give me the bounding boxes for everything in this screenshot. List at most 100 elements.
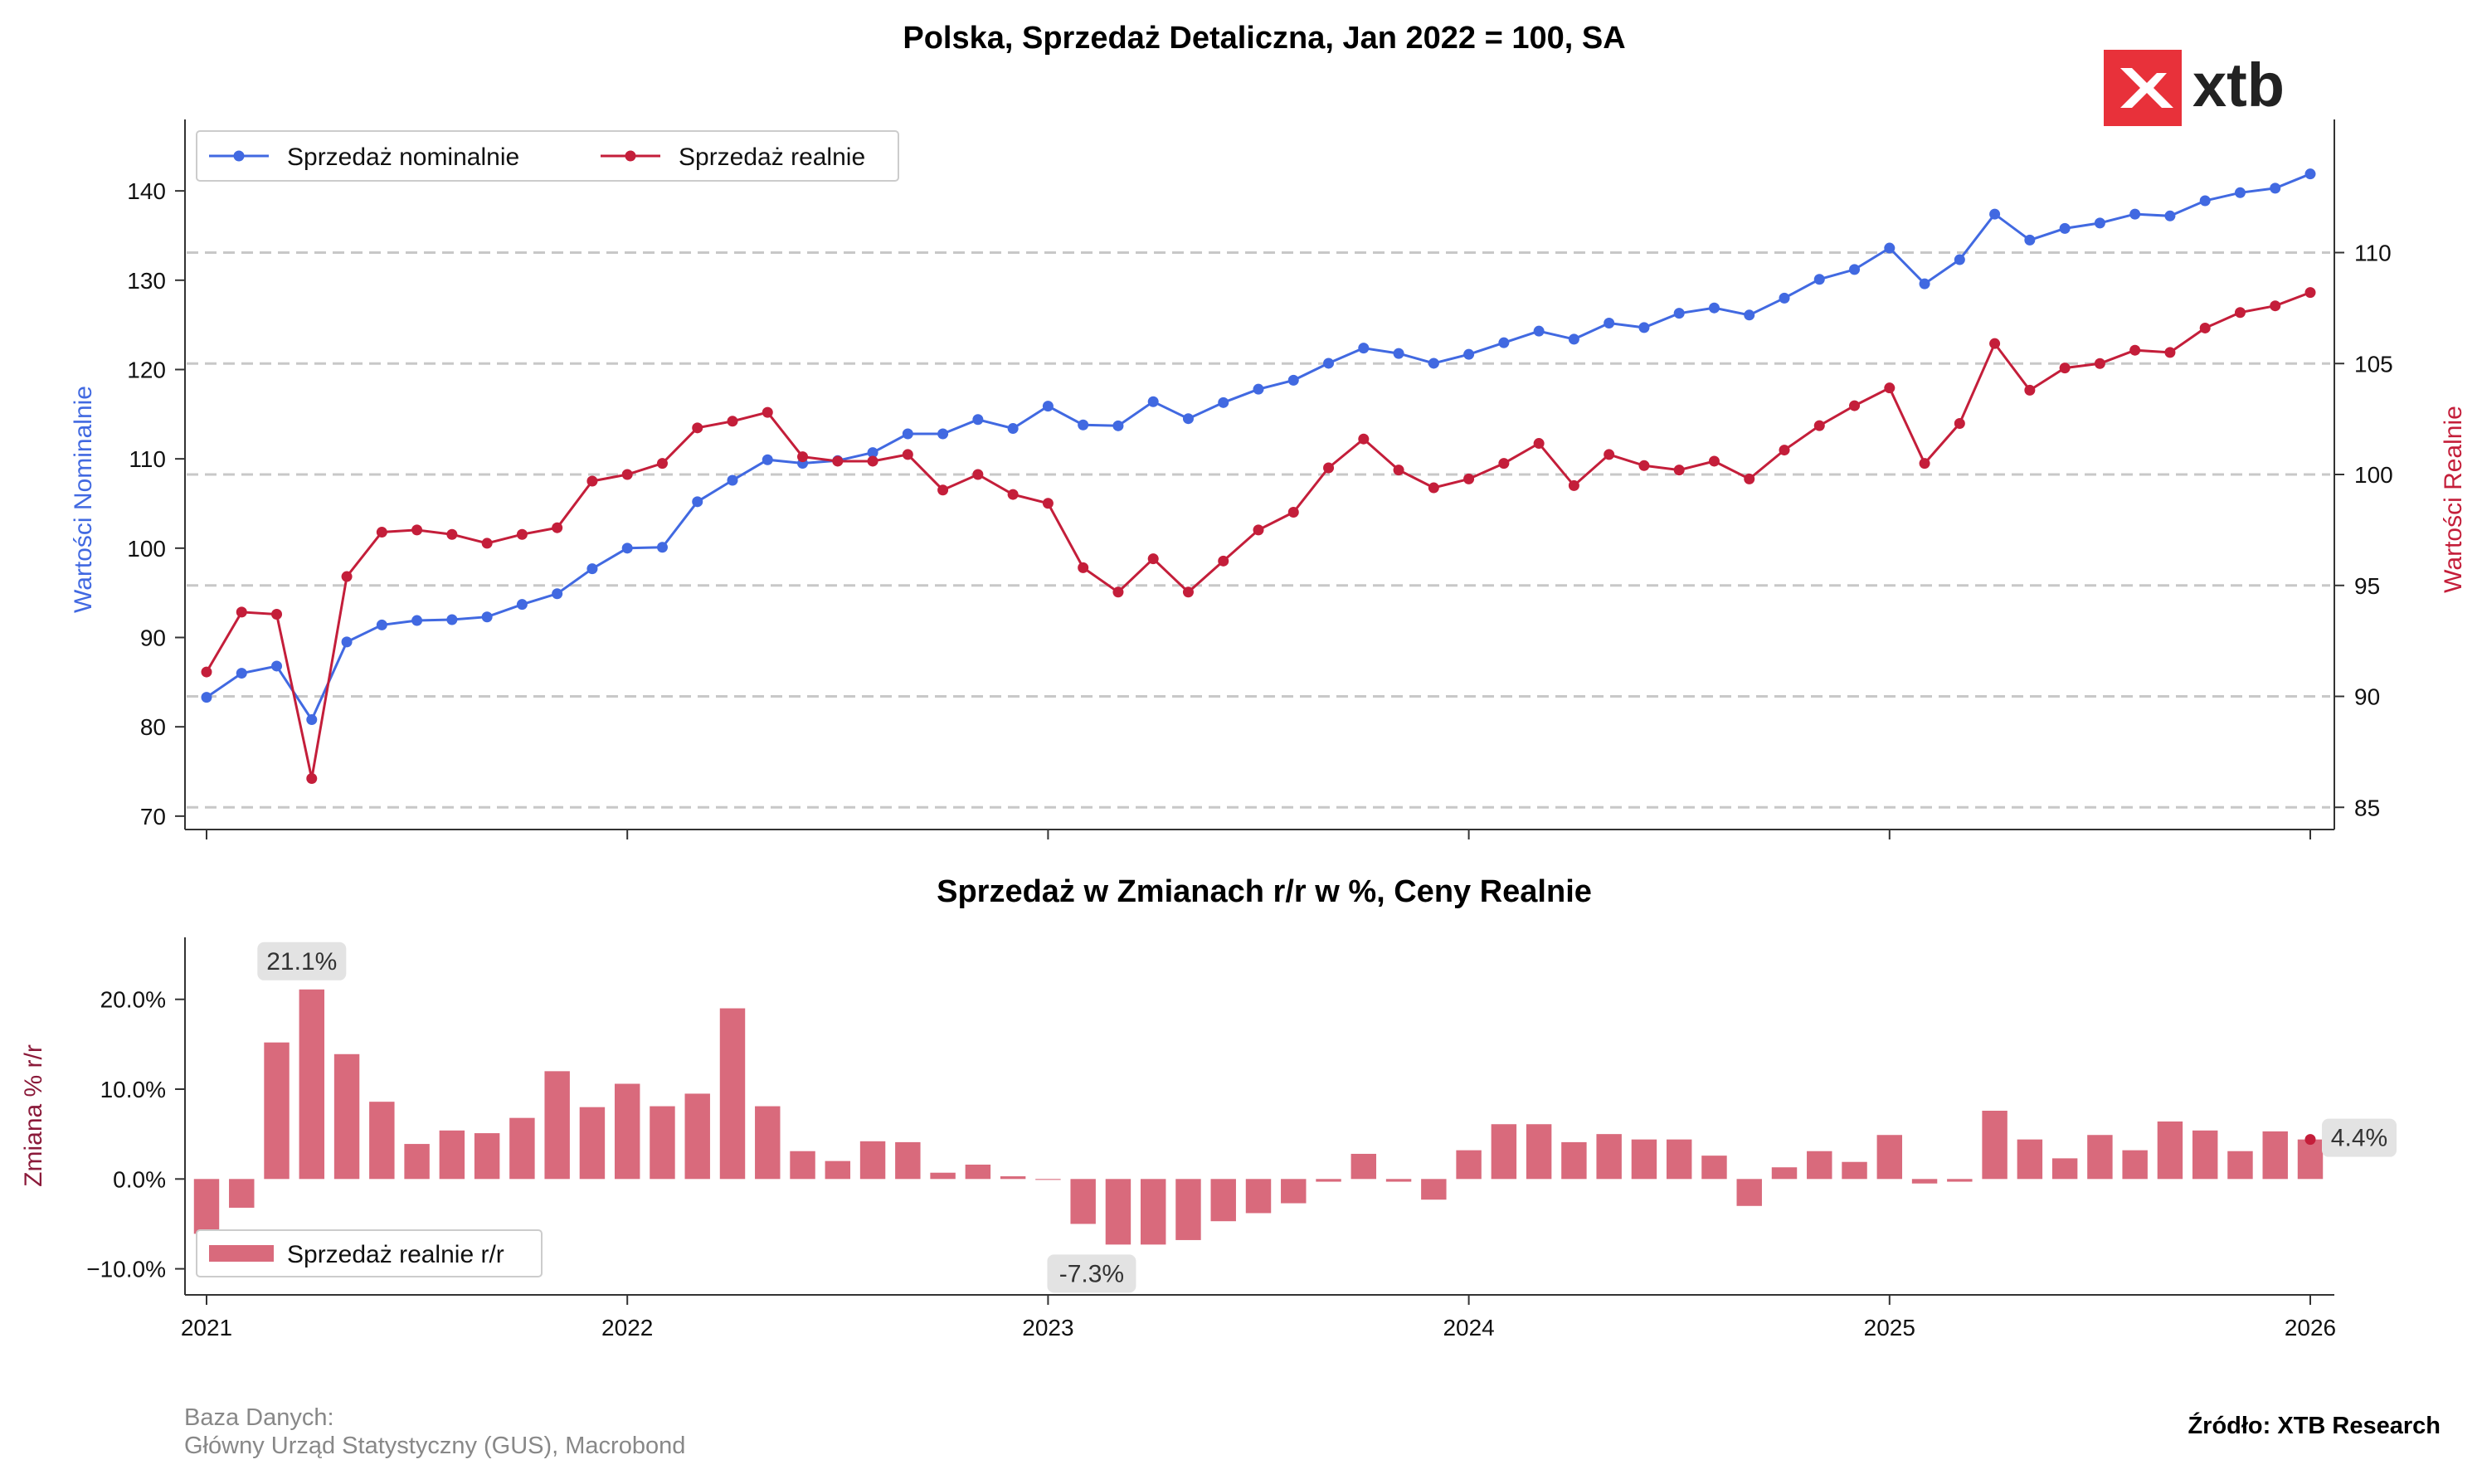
top-chart-gridlines (187, 251, 2330, 809)
nominal-point (1078, 419, 1089, 431)
nominal-point (1638, 322, 1650, 333)
real-point (656, 458, 668, 470)
nominal-point (446, 614, 458, 625)
real-point (1989, 338, 2001, 349)
nominal-point (2024, 234, 2036, 246)
real-point (1568, 479, 1579, 491)
nominal-series-line (206, 173, 2311, 723)
real-point (937, 484, 949, 496)
real-point (1323, 462, 1335, 474)
bar (650, 1106, 675, 1180)
bar-chart-title: Sprzedaż w Zmianach r/r w %, Ceny Realni… (937, 874, 1592, 909)
bar-chart-axes: −10.0% 0.0% 10.0% 20.0% 2021 2022 2023 2024 2025… (86, 937, 2336, 1340)
main-chart-title: Polska, Sprzedaż Detaliczna, Jan 2022 = … (903, 21, 1625, 56)
legend-real-label: Sprzedaż realnie (679, 144, 865, 171)
bar-chart-annotations: 21.1% -7.3% 4.4% (257, 941, 2397, 1293)
real-point (1533, 438, 1545, 450)
bar (825, 1160, 851, 1180)
nominal-point (1673, 308, 1685, 319)
left-y-tick-label: 140 (127, 178, 166, 204)
max-value-label: 21.1% (266, 948, 337, 976)
nominal-point (2129, 208, 2141, 220)
real-point (1078, 562, 1089, 573)
bar (614, 1083, 640, 1180)
right-y-tick-label: 95 (2354, 573, 2380, 599)
bar-x-tick-label: 2022 (601, 1315, 653, 1340)
nominal-point (656, 542, 668, 553)
nominal-point (271, 660, 283, 672)
real-point (2164, 347, 2176, 358)
max-value-label-box (257, 941, 347, 980)
bar-x-tick-label: 2024 (1443, 1315, 1494, 1340)
bar (965, 1164, 991, 1180)
real-point (1708, 455, 1720, 467)
bar-legend-label: Sprzedaż realnie r/r (287, 1241, 504, 1268)
nominal-point (1287, 374, 1299, 386)
bar (264, 1042, 290, 1180)
xtb-logo-x-icon (2120, 68, 2173, 108)
bar (1316, 1179, 1341, 1182)
nominal-point (1428, 358, 1439, 369)
left-y-tick-label: 110 (129, 446, 166, 472)
last-value-label-box (2322, 1118, 2397, 1157)
xtb-logo-text: xtb (2192, 51, 2285, 119)
real-point (271, 609, 283, 620)
real-point (2304, 287, 2316, 299)
real-point (1358, 433, 1370, 445)
real-point (1673, 465, 1685, 476)
bar (1736, 1179, 1762, 1206)
bar (1526, 1124, 1552, 1180)
legend-real-marker (625, 150, 636, 162)
xtb-logo: xtb (2104, 50, 2285, 126)
nominal-point (1708, 302, 1720, 314)
min-value-label-box (1047, 1254, 1136, 1293)
nominal-point (1218, 397, 1229, 408)
real-point (902, 449, 913, 460)
real-point (1919, 458, 1930, 470)
real-point (1042, 498, 1054, 509)
bar (2227, 1151, 2253, 1180)
real-point (1849, 400, 1861, 411)
bar (1876, 1135, 1903, 1180)
bar-legend-swatch (209, 1245, 274, 1262)
bar (474, 1133, 500, 1180)
nominal-point (1779, 292, 1790, 304)
nominal-point (586, 563, 598, 575)
footer-db-label: Baza Danych: (184, 1404, 334, 1431)
left-y-tick-label: 90 (140, 625, 166, 651)
bar (895, 1141, 921, 1180)
nominal-point (621, 543, 633, 554)
bar (719, 1008, 746, 1180)
real-point (1218, 555, 1229, 567)
nominal-point (1884, 242, 1896, 254)
real-point (867, 455, 878, 467)
bar (1456, 1150, 1482, 1180)
nominal-point (2270, 182, 2281, 194)
legend-frame (196, 130, 899, 182)
nominal-point (1498, 337, 1510, 348)
nominal-point (481, 611, 493, 623)
nominal-point (727, 474, 738, 486)
real-point (2024, 384, 2036, 396)
nominal-point (1182, 413, 1194, 425)
nominal-point (867, 447, 878, 459)
real-point (446, 528, 458, 540)
real-point (2199, 322, 2211, 333)
bar (1947, 1179, 1973, 1182)
real-point (832, 455, 844, 467)
bar (193, 1179, 220, 1234)
bar (1385, 1179, 1412, 1182)
real-point (1393, 465, 1404, 476)
bar (1982, 1111, 2008, 1180)
bar (509, 1117, 535, 1180)
right-y-tick-label: 100 (2354, 462, 2393, 488)
nominal-point (1393, 348, 1404, 359)
bar (1140, 1179, 1166, 1245)
nominal-point (1813, 274, 1825, 285)
nominal-point (1533, 325, 1545, 337)
bar (1070, 1179, 1096, 1224)
top-chart-legend: Sprzedaż nominalnie Sprzedaż realnie (196, 130, 899, 182)
real-point (621, 469, 633, 480)
real-point (762, 406, 773, 418)
real-point (586, 475, 598, 487)
